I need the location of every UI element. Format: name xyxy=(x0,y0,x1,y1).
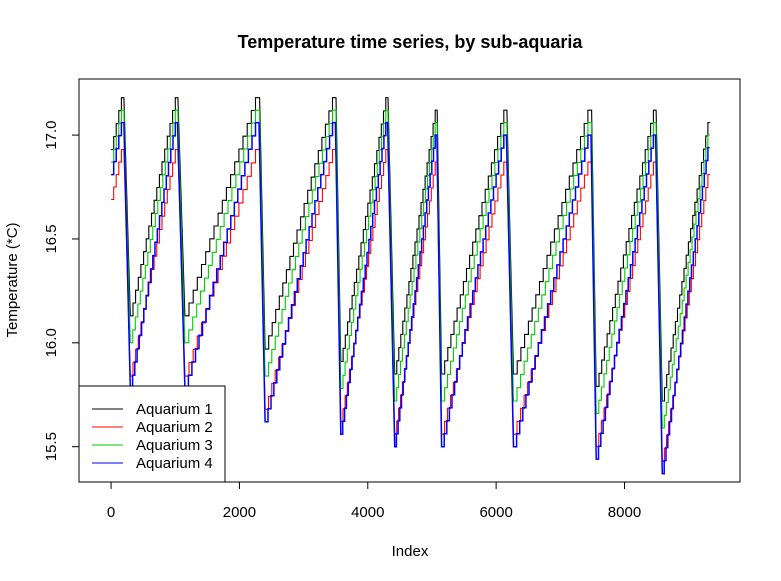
series-line-2 xyxy=(111,149,710,462)
series-line-1 xyxy=(111,97,711,402)
legend-box xyxy=(78,385,226,483)
y-tick-label: 17.0 xyxy=(43,120,60,149)
x-tick-label: 6000 xyxy=(479,504,512,521)
y-tick-label: 16.0 xyxy=(43,328,60,357)
x-tick-label: 4000 xyxy=(351,504,384,521)
series-layer xyxy=(111,97,711,475)
x-tick-label: 2000 xyxy=(223,504,256,521)
legend-label: Aquarium 1 xyxy=(136,401,213,418)
y-axis: 15.5 16.0 16.5 17.0 xyxy=(43,120,80,461)
y-axis-label: Temperature (*C) xyxy=(4,222,21,337)
y-tick-label: 16.5 xyxy=(43,224,60,253)
chart-title: Temperature time series, by sub-aquaria xyxy=(238,32,584,52)
x-tick-label: 0 xyxy=(107,504,115,521)
x-axis: 0 2000 4000 6000 8000 xyxy=(107,481,641,521)
x-tick-label: 8000 xyxy=(608,504,641,521)
legend-label: Aquarium 4 xyxy=(136,455,213,472)
series-line-3 xyxy=(111,109,710,429)
legend-label: Aquarium 2 xyxy=(136,419,213,436)
legend-label: Aquarium 3 xyxy=(136,437,213,454)
x-axis-label: Index xyxy=(392,543,429,560)
series-line-4 xyxy=(111,121,710,475)
y-tick-label: 15.5 xyxy=(43,432,60,461)
